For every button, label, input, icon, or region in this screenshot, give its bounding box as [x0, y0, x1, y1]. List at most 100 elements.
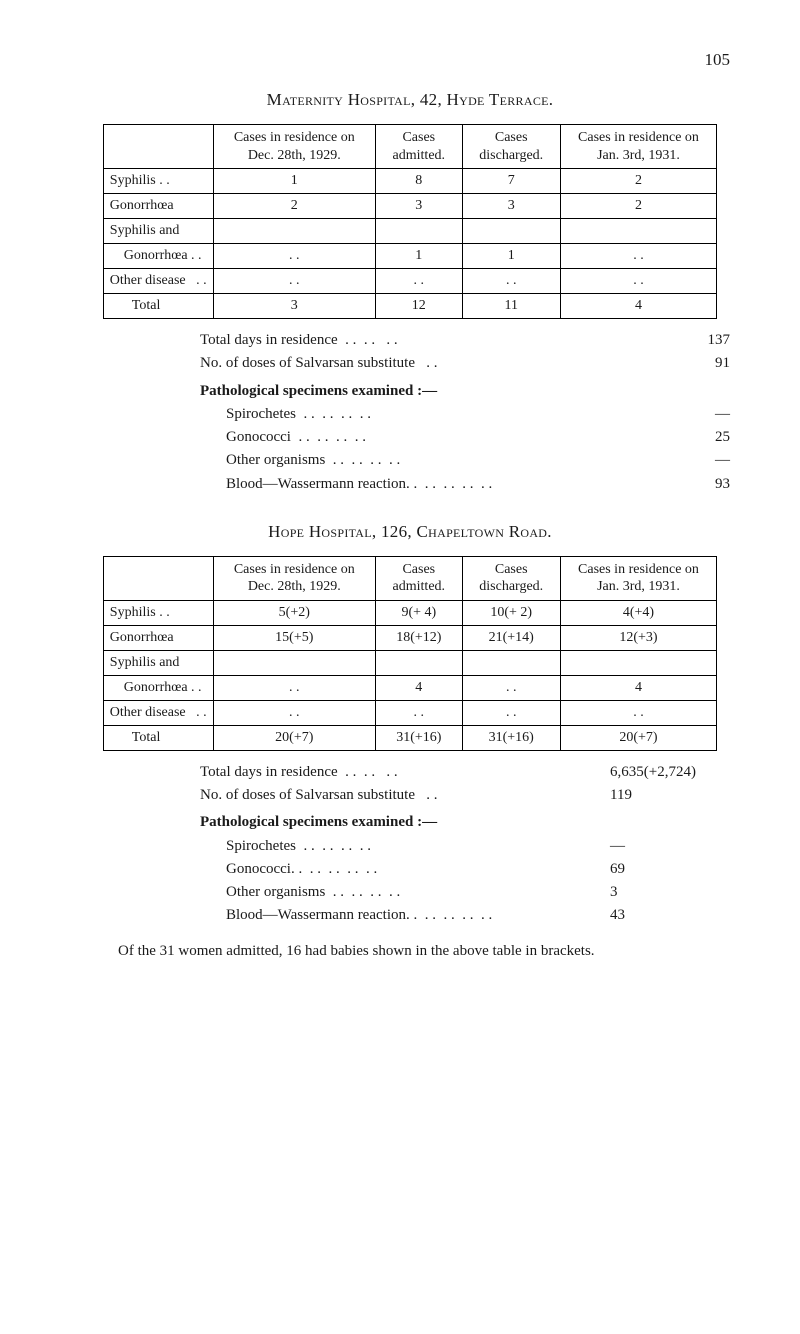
col-discharged: Cases discharged.: [462, 125, 560, 169]
table-body: Syphilis . .5(+2)9(+ 4)10(+ 2)4(+4)Gonor…: [103, 600, 716, 725]
table-maternity: Cases in residence on Dec. 28th, 1929. C…: [103, 124, 717, 319]
col-res-1931: Cases in residence on Jan. 3rd, 1931.: [560, 556, 716, 600]
pathology-item: Spirochetes . . . . . . . .—: [200, 403, 730, 426]
total-cell: 4: [560, 294, 716, 319]
pathology-item: Gonococci. . . . . . . . . .69: [200, 858, 730, 881]
row-label: Gonorrhœa: [103, 194, 213, 219]
row-label: Other disease . .: [103, 269, 213, 294]
col-admitted: Cases admitted.: [375, 556, 462, 600]
table-row: Gonorrhœa15(+5)18(+12)21(+14)12(+3): [103, 625, 716, 650]
item-label: Blood—Wassermann reaction. .: [226, 904, 417, 927]
dots: . . . . . . . .: [325, 449, 682, 472]
table-row: Gonorrhœa . .. .11. .: [103, 244, 716, 269]
pathology-item: Spirochetes . . . . . . . .—: [200, 835, 730, 858]
item-value: 69: [598, 858, 730, 881]
total-cell: 20(+7): [560, 725, 716, 750]
table-row: Other disease . .. .. .. .. .: [103, 700, 716, 725]
col-res-1929: Cases in residence on Dec. 28th, 1929.: [213, 125, 375, 169]
table-cell: 5(+2): [213, 600, 375, 625]
row-label: Syphilis . .: [103, 600, 213, 625]
table-cell: . .: [213, 700, 375, 725]
path-heading: Pathological specimens examined :—: [200, 811, 730, 834]
item-value: 93: [682, 473, 730, 496]
col-blank: [103, 125, 213, 169]
row-label: Gonorrhœa: [103, 625, 213, 650]
table-row: Gonorrhœa . .. .4. .4: [103, 675, 716, 700]
table-cell: 4: [375, 675, 462, 700]
table-cell: [462, 650, 560, 675]
table-cell: [375, 219, 462, 244]
summary-label: No. of doses of Salvarsan substitute: [200, 352, 415, 375]
table-row: Syphilis . .5(+2)9(+ 4)10(+ 2)4(+4): [103, 600, 716, 625]
item-value: —: [598, 835, 730, 858]
section2-title: Hope Hospital, 126, Chapeltown Road.: [90, 522, 730, 542]
table-cell: 12(+3): [560, 625, 716, 650]
table-row: Syphilis . .1872: [103, 169, 716, 194]
table-cell: 21(+14): [462, 625, 560, 650]
table-total-row: Total312114: [103, 294, 716, 319]
table-cell: 2: [213, 194, 375, 219]
table-cell: . .: [560, 700, 716, 725]
total-cell: 12: [375, 294, 462, 319]
closing-paragraph: Of the 31 women admitted, 16 had babies …: [90, 940, 730, 963]
total-label: Total: [103, 725, 213, 750]
summary-value: 91: [682, 352, 730, 375]
summary-value: 137: [682, 329, 730, 352]
table-body: Syphilis . .1872Gonorrhœa2332Syphilis an…: [103, 169, 716, 294]
item-label: Spirochetes: [226, 403, 296, 426]
summary-label: No. of doses of Salvarsan substitute: [200, 784, 415, 807]
table-row: Syphilis and: [103, 650, 716, 675]
table-cell: . .: [462, 700, 560, 725]
dots: . . . . . . . .: [291, 426, 682, 449]
table-header-row: Cases in residence on Dec. 28th, 1929. C…: [103, 125, 716, 169]
pathology-item: Other organisms . . . . . . . .—: [200, 449, 730, 472]
page-number: 105: [90, 50, 730, 70]
summary-row: No. of doses of Salvarsan substitute . .…: [200, 784, 730, 807]
table-cell: . .: [462, 269, 560, 294]
item-value: 3: [598, 881, 730, 904]
table-cell: [213, 219, 375, 244]
item-label: Gonococci: [226, 426, 291, 449]
table-cell: . .: [375, 269, 462, 294]
total-cell: 31(+16): [462, 725, 560, 750]
section1-title: Maternity Hospital, 42, Hyde Terrace.: [90, 90, 730, 110]
table-row: Gonorrhœa2332: [103, 194, 716, 219]
dots: . . . . . . . .: [296, 835, 598, 858]
summary-row: Total days in residence . . . . . . 6,63…: [200, 761, 730, 784]
dots: . . . . . .: [338, 761, 598, 784]
table-cell: 9(+ 4): [375, 600, 462, 625]
item-label: Blood—Wassermann reaction. .: [226, 473, 417, 496]
pathology-item: Blood—Wassermann reaction. . . . . . . .…: [200, 473, 730, 496]
table-cell: 2: [560, 194, 716, 219]
table-cell: 8: [375, 169, 462, 194]
row-label: Syphilis and: [103, 219, 213, 244]
table-header-row: Cases in residence on Dec. 28th, 1929. C…: [103, 556, 716, 600]
col-res-1931: Cases in residence on Jan. 3rd, 1931.: [560, 125, 716, 169]
pathology-item: Gonococci . . . . . . . .25: [200, 426, 730, 449]
row-label: Other disease . .: [103, 700, 213, 725]
pathology-item: Other organisms . . . . . . . .3: [200, 881, 730, 904]
summary-value: 119: [598, 784, 730, 807]
table-row: Syphilis and: [103, 219, 716, 244]
item-value: 43: [598, 904, 730, 927]
table-cell: 18(+12): [375, 625, 462, 650]
pathology-item: Blood—Wassermann reaction. . . . . . . .…: [200, 904, 730, 927]
total-cell: 11: [462, 294, 560, 319]
table-cell: 7: [462, 169, 560, 194]
table-cell: . .: [213, 675, 375, 700]
table-cell: . .: [560, 269, 716, 294]
table-cell: . .: [462, 675, 560, 700]
item-label: Other organisms: [226, 881, 325, 904]
summary-label: Total days in residence: [200, 761, 338, 784]
item-value: 25: [682, 426, 730, 449]
table-hope: Cases in residence on Dec. 28th, 1929. C…: [103, 556, 717, 751]
table-cell: 3: [462, 194, 560, 219]
table-cell: . .: [375, 700, 462, 725]
summary-block-2: Total days in residence . . . . . . 6,63…: [200, 761, 730, 928]
table-cell: 10(+ 2): [462, 600, 560, 625]
table-cell: 1: [462, 244, 560, 269]
table-cell: . .: [213, 269, 375, 294]
table-cell: 1: [375, 244, 462, 269]
summary-block-1: Total days in residence . . . . . . 137 …: [200, 329, 730, 496]
table-cell: [560, 219, 716, 244]
